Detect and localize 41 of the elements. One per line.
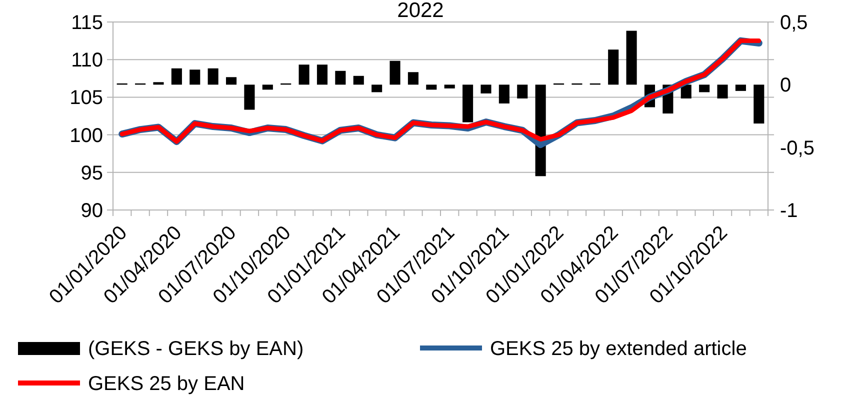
bar [626, 30, 637, 85]
bar [408, 72, 418, 85]
bar [498, 84, 510, 104]
bar [190, 70, 200, 85]
bar [226, 77, 237, 85]
bar [680, 84, 692, 98]
y2-tick-label: -1 [780, 200, 798, 222]
bar [462, 84, 474, 122]
bar [608, 50, 619, 85]
bar [262, 84, 273, 90]
bar [208, 68, 218, 85]
chart-title: 2022 [397, 0, 444, 22]
legend-label: GEKS 25 by EAN [88, 373, 245, 395]
bar [390, 60, 400, 85]
bar [353, 76, 364, 85]
bar [153, 82, 164, 85]
y-tick-label: 100 [70, 124, 103, 147]
bar [754, 84, 764, 124]
y2-tick-label: -0,5 [780, 137, 814, 160]
bar [298, 64, 310, 85]
y2-tick-label: 0,5 [780, 12, 808, 34]
bar [335, 70, 346, 85]
bar [699, 84, 710, 92]
y2-tick-label: 0 [780, 74, 792, 97]
bar [426, 84, 437, 90]
legend-label: (GEKS - GEKS by EAN) [88, 338, 304, 360]
bar [444, 84, 455, 88]
bar [316, 64, 328, 85]
bar [372, 84, 382, 92]
bar [517, 84, 528, 98]
y-tick-label: 110 [71, 50, 103, 72]
y-tick-label: 115 [71, 12, 103, 34]
bar [480, 84, 492, 94]
y-tick-label: 95 [80, 162, 103, 184]
bar [717, 84, 728, 98]
y-tick-label: 90 [80, 200, 103, 222]
legend-label: GEKS 25 by extended article [490, 338, 747, 360]
y-tick-label: 105 [70, 87, 103, 110]
bar [244, 84, 255, 110]
bar [735, 84, 746, 91]
bar [171, 68, 182, 85]
